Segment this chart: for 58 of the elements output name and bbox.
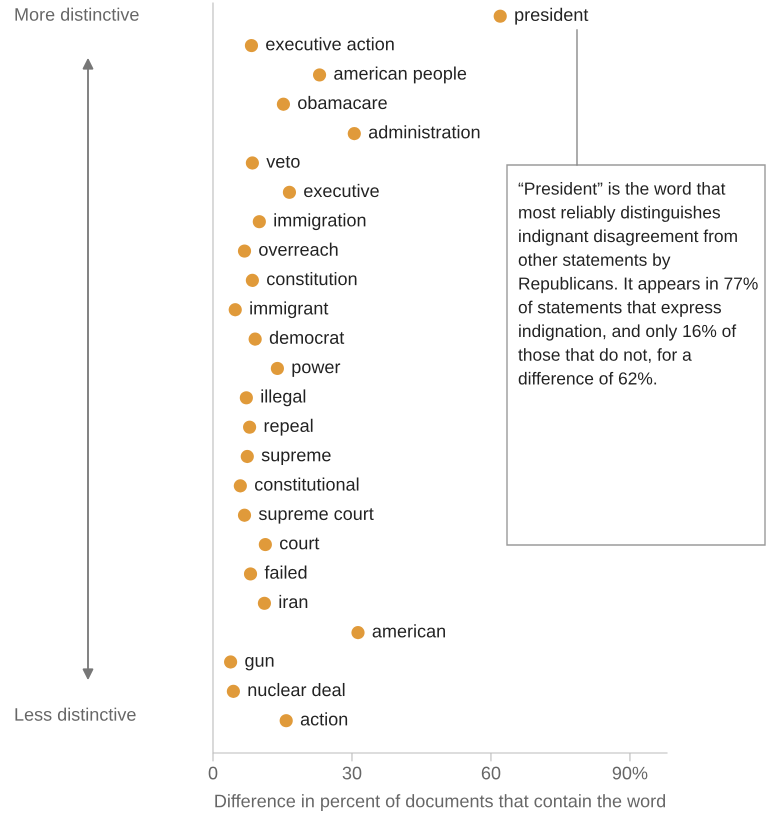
- y-tick-label: power: [292, 363, 340, 377]
- point: [270, 362, 284, 376]
- y-tick-label: obamacare: [298, 96, 387, 110]
- point: [258, 538, 272, 552]
- y-tick-label: supreme: [262, 451, 331, 465]
- text: More distinctive: [15, 8, 139, 21]
- point: [224, 655, 238, 669]
- point: [246, 156, 259, 170]
- y-tick-label: executive: [304, 184, 379, 198]
- point: [226, 684, 240, 698]
- y-tick-label: administration: [368, 125, 480, 138]
- point: [238, 508, 252, 522]
- y-tick-label: supreme court: [258, 508, 374, 524]
- point: [244, 567, 258, 581]
- text: Less distinctive: [15, 708, 136, 721]
- x-tick-label: 0: [208, 766, 218, 780]
- point: [312, 68, 326, 82]
- point: [240, 450, 254, 464]
- point: [258, 596, 272, 610]
- y-tick-label: overreach: [259, 242, 338, 256]
- y-tick-label: repeal: [264, 418, 312, 436]
- x-axis-title: Difference in percent of documents that contain the word: [215, 794, 666, 811]
- y-tick-label: action: [300, 712, 348, 726]
- point: [282, 186, 296, 199]
- y-tick-label: nuclear deal: [248, 682, 344, 696]
- point: [243, 420, 256, 434]
- point: [228, 303, 242, 316]
- y-tick-label: veto: [266, 156, 300, 168]
- point: [244, 38, 258, 52]
- y-tick-label: illegal: [261, 389, 306, 406]
- point: [494, 10, 507, 23]
- point: [240, 391, 253, 404]
- point: [252, 215, 266, 228]
- point: [248, 332, 262, 346]
- point: [348, 127, 361, 140]
- x-tick-label: 60: [482, 766, 500, 780]
- y-tick-label: immigrant: [250, 301, 328, 318]
- y-tick-label: constitutional: [254, 477, 358, 491]
- y-tick-label: american: [372, 624, 445, 638]
- point: [276, 98, 290, 111]
- y-tick-label: constitution: [267, 272, 356, 286]
- y-tick-label: court: [280, 538, 320, 550]
- y-tick-label: president: [515, 8, 588, 25]
- x-tick-label: 90%: [612, 766, 648, 780]
- y-tick-label: immigration: [274, 213, 366, 230]
- y-tick-label: american people: [334, 66, 466, 84]
- point: [351, 626, 365, 640]
- y-tick-label: democrat: [270, 330, 344, 344]
- point: [238, 244, 252, 258]
- y-tick-label: failed: [264, 566, 306, 579]
- text: “President” is the word that most reliably distinguishes indignant disagreement from other statements by Republicans. It appears in 77% of statements that express indignation, and only 16% of those that do not, for a difference of 62%.: [518, 182, 758, 385]
- y-tick-label: executive action: [266, 37, 394, 50]
- point: [234, 479, 247, 492]
- y-tick-label: gun: [245, 656, 274, 670]
- x-tick-label: 30: [342, 766, 362, 780]
- y-tick-label: iran: [280, 594, 308, 608]
- point: [280, 714, 293, 728]
- point: [246, 274, 259, 287]
